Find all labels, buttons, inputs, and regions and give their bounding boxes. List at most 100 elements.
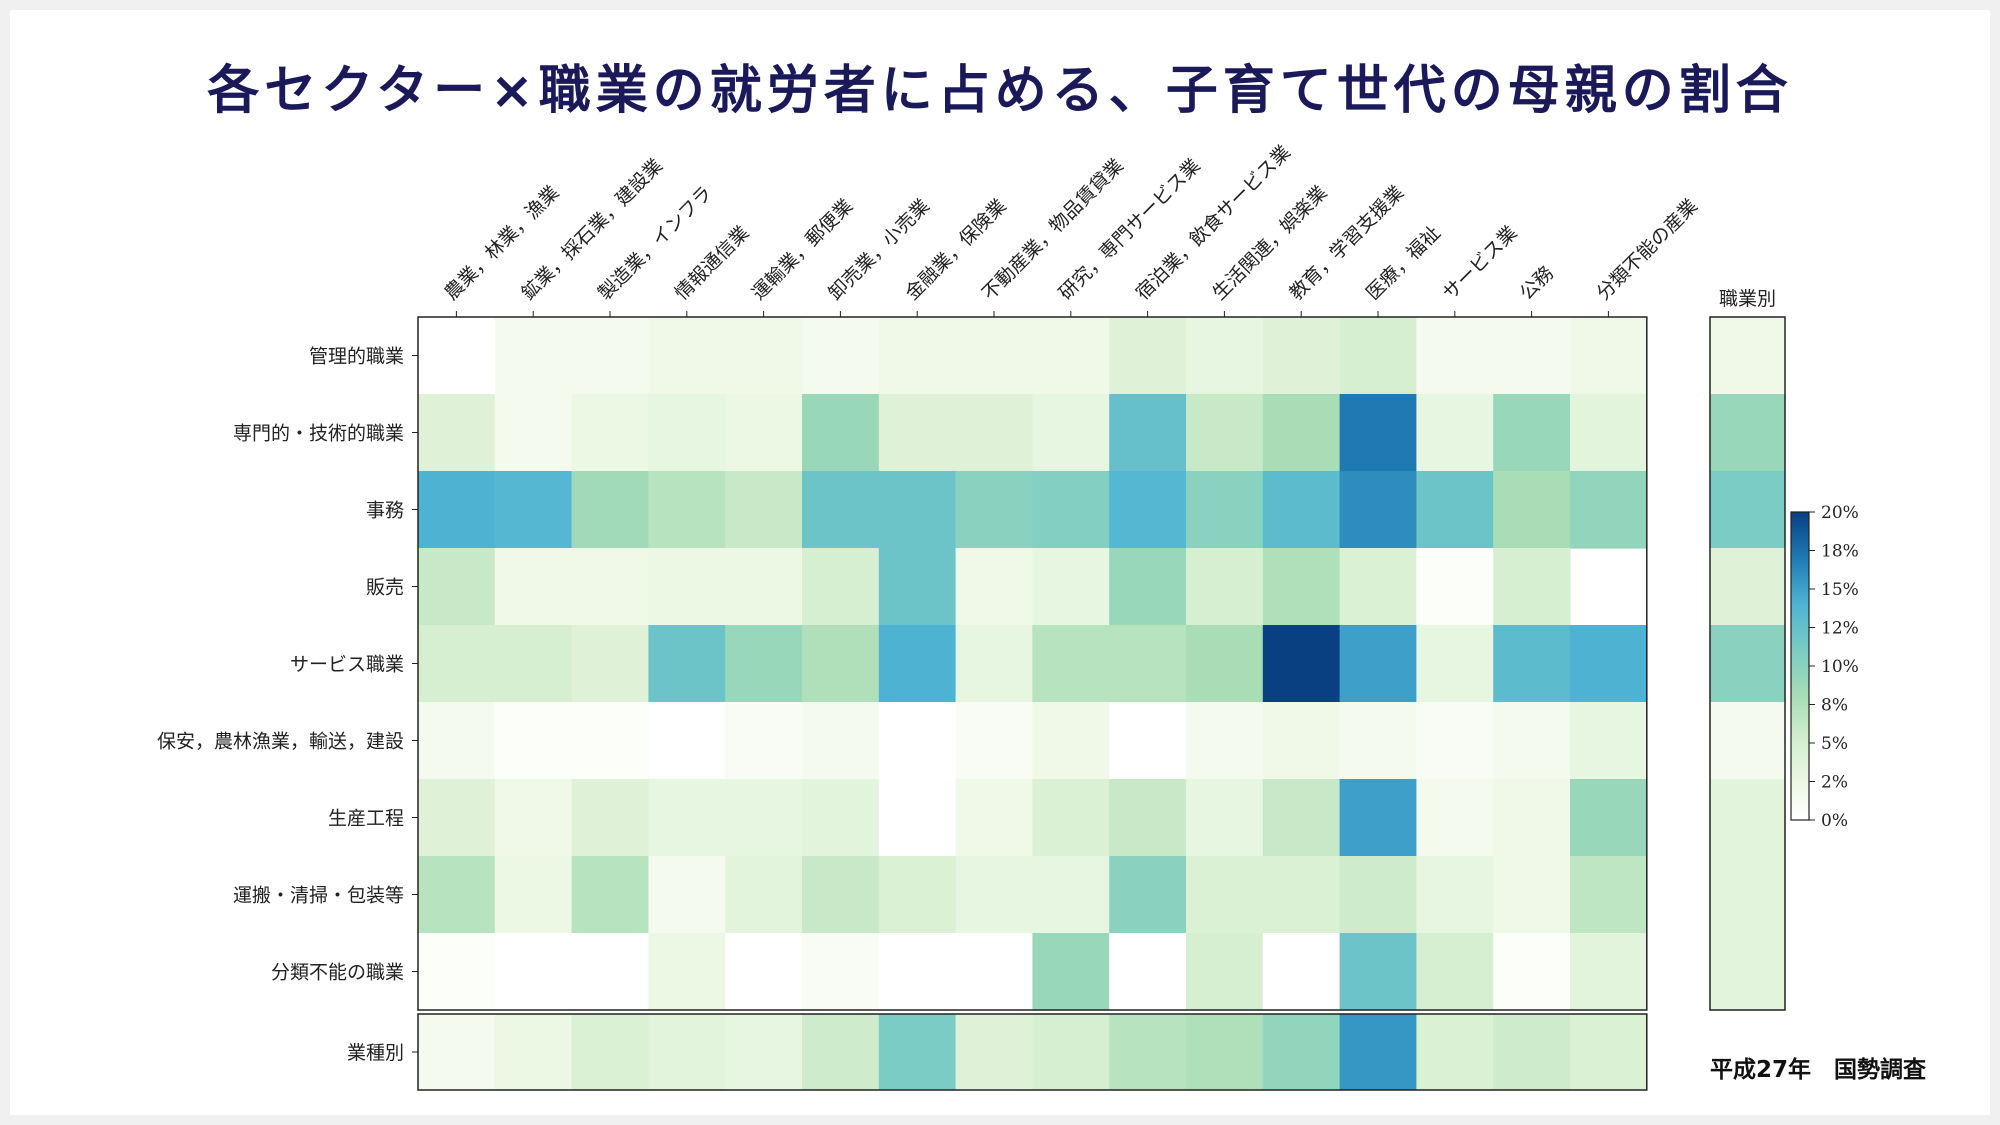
column-label: サービス業 [1439,222,1522,305]
row-total-cell [1710,625,1785,703]
row-total-cell [1710,779,1785,857]
colorbar [1790,511,1810,821]
heatmap-cell [1416,779,1494,857]
heatmap-cell [571,317,649,395]
heatmap-cell [418,856,496,934]
heatmap-cell [725,779,803,857]
heatmap-cell [1339,933,1417,1011]
heatmap-cell [1186,471,1264,549]
heatmap-cell [494,779,573,857]
heatmap-cell [878,471,957,549]
heatmap-cell [955,471,1033,549]
heatmap-cell [955,779,1033,857]
heatmap-cell [878,394,957,472]
row-total-cell [1710,933,1785,1011]
column-total-cell [1032,1014,1110,1090]
row-total-cell [1710,548,1785,626]
heatmap-cell [878,625,957,703]
heatmap-cell [571,779,649,857]
heatmap-cell [1493,317,1571,395]
heatmap-cell [1262,625,1341,703]
column-label: 鉱業，採石業，建設業 [517,155,667,305]
colorbar-tick-label: 18% [1821,542,1859,562]
heatmap-cell [1339,394,1417,472]
heatmap-cell [878,548,957,626]
heatmap-cell [1186,317,1264,395]
heatmap-cell [1570,317,1648,395]
heatmap-cell [802,933,880,1011]
heatmap-cell [1339,856,1417,934]
heatmap-cell [802,548,880,626]
column-total-cell [725,1014,803,1090]
row-label: サービス職業 [290,654,404,676]
heatmap-cell [1262,548,1341,626]
heatmap-cell [1032,779,1110,857]
heatmap-cell [1186,779,1264,857]
heatmap-cell [1570,779,1648,857]
row-label: 管理的職業 [309,346,404,368]
heatmap-cell [1339,548,1417,626]
heatmap-cell [1109,702,1187,780]
heatmap-cell [1416,856,1494,934]
heatmap-cell [725,702,803,780]
column-total-cell [571,1014,649,1090]
column-total-cell [878,1014,957,1090]
heatmap-cell [1262,317,1341,395]
heatmap-chart: 農業，林業，漁業鉱業，採石業，建設業製造業，インフラ情報通信業運輸業，郵便業卸売… [157,141,1859,1091]
heatmap-cell [1262,394,1341,472]
row-total-cell [1710,471,1785,549]
heatmap-cell [878,779,957,857]
heatmap-cell [494,548,573,626]
column-total-cell [494,1014,573,1090]
heatmap-cell [802,856,880,934]
heatmap-cell [1493,779,1571,857]
heatmap-cell [1109,779,1187,857]
heatmap-cell [418,625,496,703]
column-label: 情報通信業 [671,222,754,305]
heatmap-cell [802,471,880,549]
heatmap-cell [1032,548,1110,626]
heatmap-cell [1109,317,1187,395]
column-total-cell [648,1014,726,1090]
column-label: 分類不能の産業 [1592,195,1702,305]
heatmap-cell [571,548,649,626]
heatmap-cell [725,933,803,1011]
heatmap-cell [571,625,649,703]
heatmap-cell [494,702,573,780]
colorbar-tick-label: 20% [1821,503,1859,523]
heatmap-cell [571,471,649,549]
colorbar-tick-label: 12% [1821,619,1859,639]
heatmap-cell [1416,317,1494,395]
heatmap-cell [1570,471,1648,549]
heatmap-cell [1416,702,1494,780]
heatmap-cell [494,394,573,472]
column-label: 不動産業，物品賃貸業 [978,155,1128,305]
heatmap-cell [648,548,726,626]
heatmap-cell [1109,471,1187,549]
heatmap-cell [1032,394,1110,472]
heatmap-cell [1493,933,1571,1011]
heatmap-cell [1416,933,1494,1011]
heatmap-cell [725,625,803,703]
heatmap-cell [1262,933,1341,1011]
heatmap-cell [1339,471,1417,549]
heatmap-cell [1186,625,1264,703]
column-label: 研究，専門サービス業 [1055,155,1205,305]
heatmap-cell [1262,702,1341,780]
heatmap-cell [955,856,1033,934]
heatmap-cell [1493,471,1571,549]
heatmap-cell [1262,856,1341,934]
heatmap-cell [878,856,957,934]
column-total-cell [1186,1014,1264,1090]
heatmap-cell [1416,471,1494,549]
row-label: 専門的・技術的職業 [233,423,404,445]
heatmap-cell [955,625,1033,703]
heatmap-cell [1339,779,1417,857]
heatmap-cell [1186,548,1264,626]
heatmap-cell [725,317,803,395]
heatmap-cell [648,471,726,549]
column-total-label: 業種別 [347,1042,404,1064]
heatmap-cell [418,702,496,780]
heatmap-cell [1493,548,1571,626]
row-total-cell [1710,702,1785,780]
